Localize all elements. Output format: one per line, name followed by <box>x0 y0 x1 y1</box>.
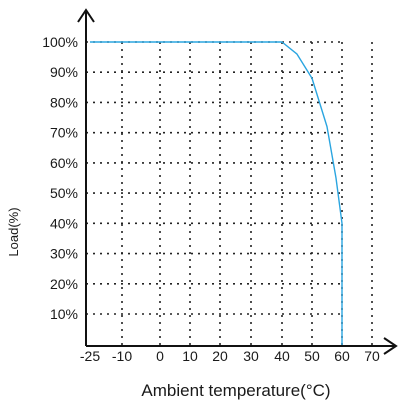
x-tick-labels: -25 -10 0 10 20 30 40 50 60 70 <box>80 348 380 364</box>
x-tick-label-10: 10 <box>182 348 198 364</box>
x-tick-label-30: 30 <box>243 348 259 364</box>
series-group <box>90 42 342 346</box>
x-tick-label-0: 0 <box>156 348 164 364</box>
y-tick-label-50: 50% <box>50 185 78 201</box>
y-axis-label: Load(%) <box>6 207 21 256</box>
x-axis-label: Ambient temperature(°C) <box>141 381 330 400</box>
grid-lines <box>86 42 372 346</box>
x-tick-label--25: -25 <box>80 348 100 364</box>
y-tick-label-40: 40% <box>50 215 78 231</box>
x-tick-label--10: -10 <box>112 348 132 364</box>
x-tick-label-60: 60 <box>334 348 350 364</box>
y-tick-label-10: 10% <box>50 306 78 322</box>
axes <box>78 10 396 354</box>
x-tick-label-40: 40 <box>274 348 290 364</box>
x-tick-label-50: 50 <box>304 348 320 364</box>
y-tick-label-80: 80% <box>50 94 78 110</box>
series-line-0 <box>90 42 342 346</box>
y-tick-label-70: 70% <box>50 125 78 141</box>
x-tick-label-70: 70 <box>364 348 380 364</box>
y-tick-label-100: 100% <box>42 34 78 50</box>
x-tick-label-20: 20 <box>212 348 228 364</box>
y-tick-label-20: 20% <box>50 276 78 292</box>
y-tick-labels: 10% 20% 30% 40% 50% 60% 70% 80% 90% 100% <box>42 34 78 322</box>
y-tick-label-90: 90% <box>50 64 78 80</box>
y-tick-label-30: 30% <box>50 246 78 262</box>
y-tick-label-60: 60% <box>50 155 78 171</box>
